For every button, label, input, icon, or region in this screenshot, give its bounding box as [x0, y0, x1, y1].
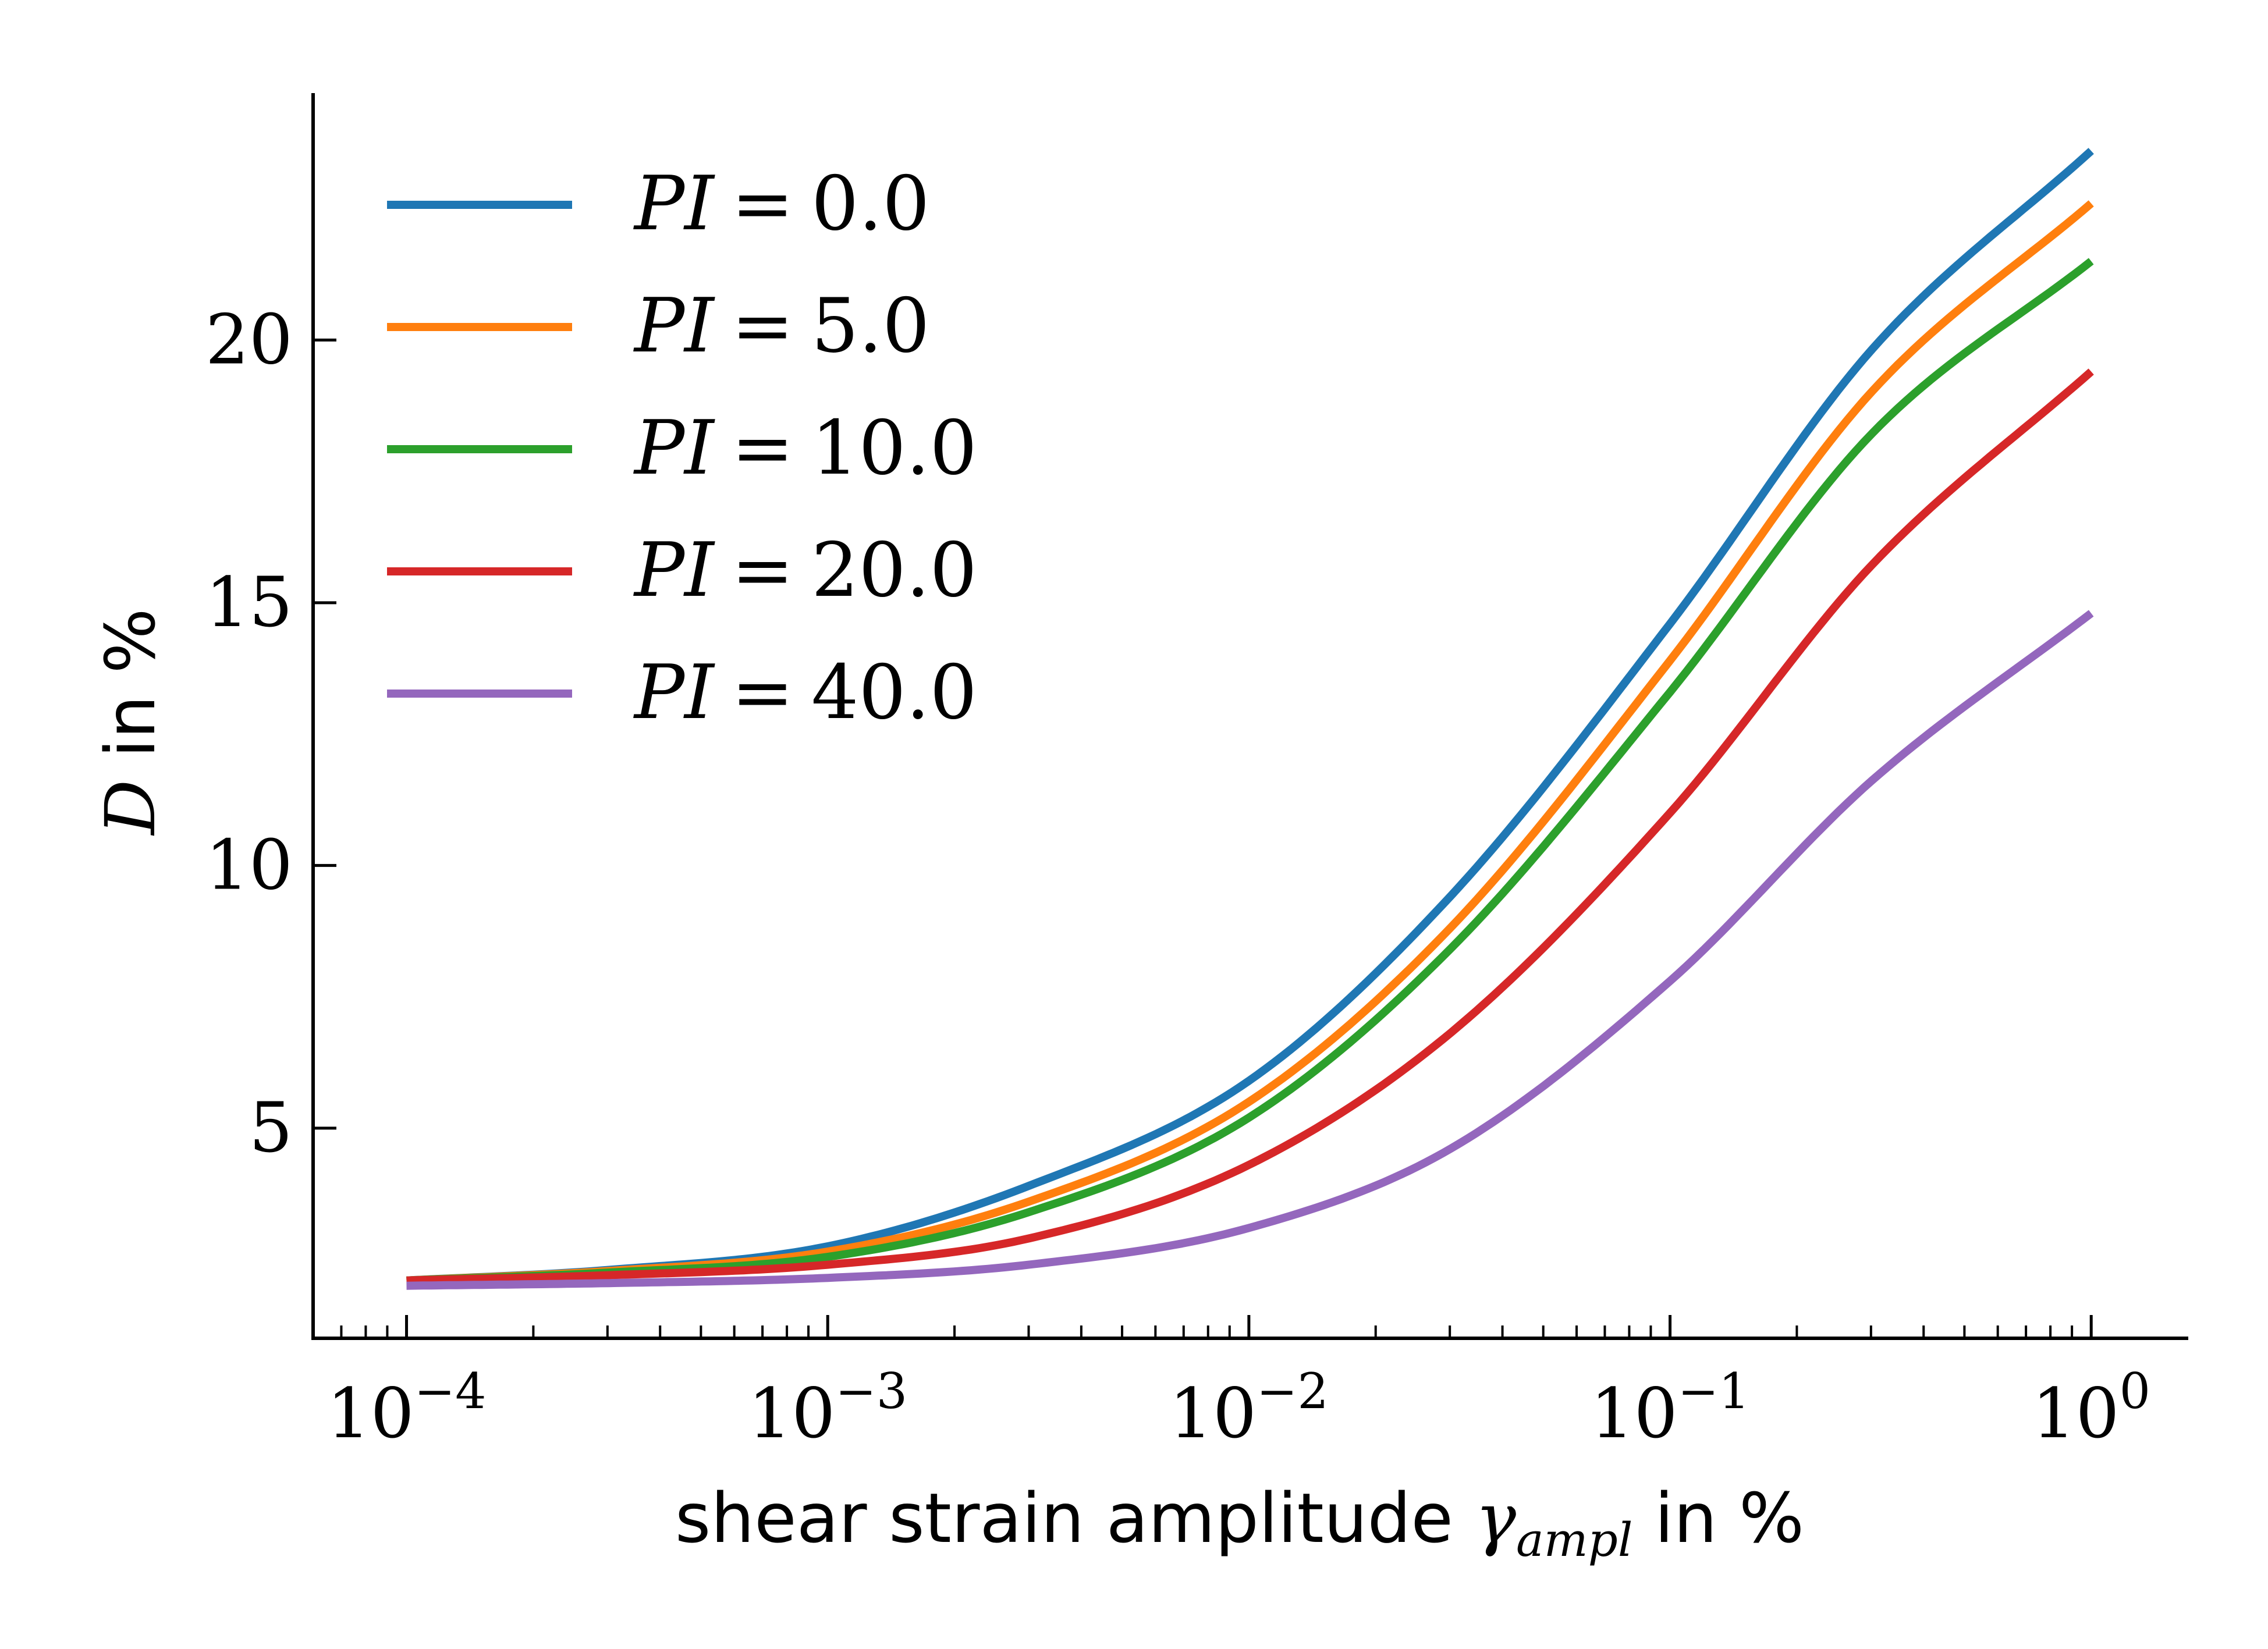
- x-tick-label: 10−4: [327, 1363, 487, 1453]
- x-tick-label: 10−3: [748, 1363, 907, 1453]
- axes: 10−4 10−3 10−2 10−1 100 5 10 15 20: [205, 93, 2188, 1453]
- x-tick-label: 10−1: [1591, 1363, 1750, 1453]
- y-ticks: 5 10 15 20: [205, 299, 336, 1168]
- x-tick-label: 100: [2032, 1363, 2150, 1453]
- legend-entry-label: PI = 40.0: [633, 649, 977, 736]
- y-tick-label: 10: [205, 824, 293, 905]
- y-axis-label: D in %: [90, 608, 171, 836]
- x-axis-label: shear strain amplitude γampl in %: [675, 1478, 1804, 1567]
- y-tick-label: 5: [249, 1088, 293, 1168]
- legend-entry-label: PI = 0.0: [633, 161, 930, 247]
- x-ticks: 10−4 10−3 10−2 10−1 100: [312, 1315, 2150, 1453]
- legend-entry-label: PI = 20.0: [633, 527, 977, 614]
- plot-lines: [406, 148, 2094, 1290]
- series-line: [406, 610, 2094, 1290]
- legend-entry-label: PI = 5.0: [633, 283, 930, 369]
- legend: PI = 0.0 PI = 5.0 PI = 10.0 PI = 20.0 PI = 40.0: [387, 161, 977, 736]
- series-line: [406, 368, 2094, 1285]
- y-tick-label: 15: [205, 562, 293, 642]
- x-tick-label: 10−2: [1169, 1363, 1329, 1453]
- y-tick-label: 20: [205, 299, 293, 379]
- legend-entry-label: PI = 10.0: [633, 405, 977, 492]
